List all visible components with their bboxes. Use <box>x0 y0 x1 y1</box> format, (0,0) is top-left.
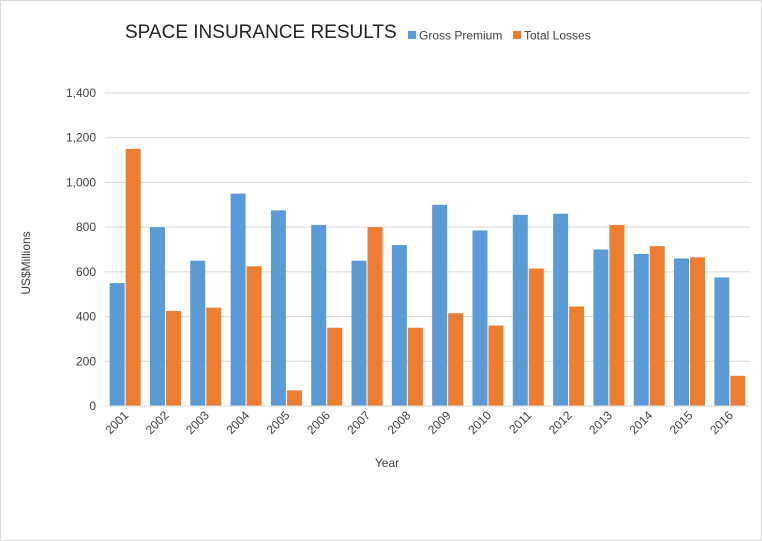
x-tick-label: 2002 <box>143 408 172 437</box>
bar-gross-premium-2010 <box>472 230 488 406</box>
bar-total-losses-2005 <box>286 390 302 406</box>
y-tick-label: 0 <box>89 399 96 413</box>
y-tick-label: 400 <box>76 310 96 324</box>
x-tick-label: 2012 <box>546 408 575 437</box>
bar-gross-premium-2003 <box>190 260 206 406</box>
chart-title: SPACE INSURANCE RESULTS <box>125 22 397 43</box>
legend-swatch-total-losses <box>513 31 521 39</box>
y-tick-label: 600 <box>76 265 96 279</box>
bar-gross-premium-2004 <box>230 193 246 406</box>
bar-gross-premium-2005 <box>270 210 286 406</box>
bar-total-losses-2014 <box>649 246 665 406</box>
bar-gross-premium-2014 <box>633 253 649 406</box>
x-tick-label: 2001 <box>102 408 131 437</box>
bar-total-losses-2012 <box>569 306 585 406</box>
bar-gross-premium-2008 <box>391 245 407 406</box>
y-tick-label: 1,200 <box>66 131 96 145</box>
legend-label-total-losses: Total Losses <box>524 29 591 43</box>
bar-total-losses-2007 <box>367 227 383 406</box>
bar-gross-premium-2006 <box>311 224 327 406</box>
bars <box>109 148 746 406</box>
x-tick-label: 2011 <box>506 408 534 436</box>
y-axis-label: US$Millions <box>19 231 33 294</box>
bar-total-losses-2010 <box>488 325 504 406</box>
x-tick-label: 2004 <box>223 408 252 437</box>
bar-gross-premium-2002 <box>149 227 165 406</box>
bar-total-losses-2015 <box>690 257 706 406</box>
x-tick-label: 2007 <box>344 408 373 437</box>
y-tick-label: 1,000 <box>66 175 96 189</box>
bar-total-losses-2009 <box>448 313 464 406</box>
x-tick-label: 2010 <box>465 408 494 437</box>
bar-total-losses-2013 <box>609 224 625 406</box>
legend: Gross Premium Total Losses <box>408 29 591 43</box>
bar-total-losses-2003 <box>206 307 222 406</box>
x-tick-label: 2014 <box>627 408 656 437</box>
bar-total-losses-2008 <box>407 327 423 406</box>
bar-total-losses-2001 <box>125 148 141 406</box>
bar-gross-premium-2015 <box>674 258 690 406</box>
x-tick-label: 2005 <box>264 408 293 437</box>
legend-swatch-gross-premium <box>408 31 416 39</box>
x-tick-label: 2013 <box>586 408 615 437</box>
x-tick-label: 2003 <box>183 408 212 437</box>
bar-total-losses-2004 <box>246 266 262 406</box>
y-tick-label: 1,400 <box>66 86 96 100</box>
bar-gross-premium-2009 <box>432 204 448 406</box>
y-tick-label: 800 <box>76 220 96 234</box>
x-tick-label: 2009 <box>425 408 454 437</box>
x-tick-label: 2008 <box>385 408 414 437</box>
x-axis-label: Year <box>375 456 399 470</box>
y-axis-ticks: 0 200 400 600 800 1,000 1,200 1,400 <box>66 86 96 413</box>
bar-total-losses-2016 <box>730 375 746 406</box>
y-tick-label: 200 <box>76 354 96 368</box>
bar-total-losses-2011 <box>528 268 544 406</box>
bar-gross-premium-2007 <box>351 260 367 406</box>
bar-gross-premium-2001 <box>109 283 125 406</box>
bar-gross-premium-2016 <box>714 277 730 406</box>
x-tick-label: 2016 <box>707 408 736 437</box>
x-axis-ticks: 2001 2002 2003 2004 2005 2006 2007 2008 2009 2010… <box>102 408 736 437</box>
bar-total-losses-2006 <box>327 327 343 406</box>
bar-gross-premium-2012 <box>553 213 569 406</box>
bar-gross-premium-2013 <box>593 249 609 406</box>
bar-gross-premium-2011 <box>512 214 528 406</box>
x-tick-label: 2015 <box>667 408 696 437</box>
x-tick-label: 2006 <box>304 408 333 437</box>
legend-label-gross-premium: Gross Premium <box>419 29 502 43</box>
bar-total-losses-2002 <box>165 310 181 406</box>
